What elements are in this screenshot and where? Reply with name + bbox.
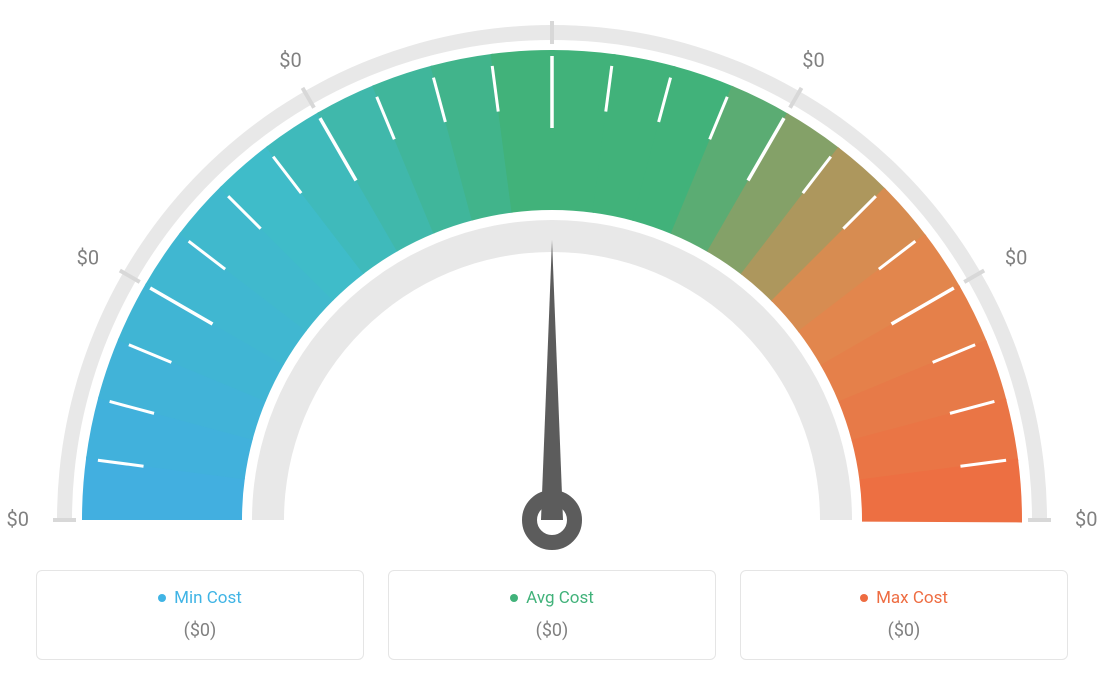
legend-label-avg: Avg Cost — [526, 588, 594, 608]
legend-title-max: Max Cost — [860, 588, 948, 608]
gauge-tick-label: $0 — [279, 48, 301, 72]
legend-label-max: Max Cost — [876, 588, 948, 608]
gauge-chart: $0$0$0$0$0$0$0 — [0, 0, 1104, 560]
legend-title-min: Min Cost — [158, 588, 242, 608]
legend-dot-min — [158, 594, 166, 602]
legend-value-max: ($0) — [761, 620, 1047, 641]
gauge-tick-label: $0 — [802, 48, 824, 72]
legend-value-avg: ($0) — [409, 620, 695, 641]
legend-value-min: ($0) — [57, 620, 343, 641]
gauge-tick-label: $0 — [1075, 507, 1097, 531]
gauge-tick-label: $0 — [7, 507, 29, 531]
gauge-needle — [541, 240, 563, 520]
legend-dot-avg — [510, 594, 518, 602]
gauge-svg: $0$0$0$0$0$0$0 — [0, 0, 1104, 560]
gauge-tick-label: $0 — [1005, 246, 1027, 270]
legend-row: Min Cost ($0) Avg Cost ($0) Max Cost ($0… — [0, 570, 1104, 660]
legend-title-avg: Avg Cost — [510, 588, 594, 608]
legend-label-min: Min Cost — [174, 588, 242, 608]
legend-card-min: Min Cost ($0) — [36, 570, 364, 660]
legend-card-max: Max Cost ($0) — [740, 570, 1068, 660]
legend-card-avg: Avg Cost ($0) — [388, 570, 716, 660]
gauge-tick-label: $0 — [77, 246, 99, 270]
legend-dot-max — [860, 594, 868, 602]
